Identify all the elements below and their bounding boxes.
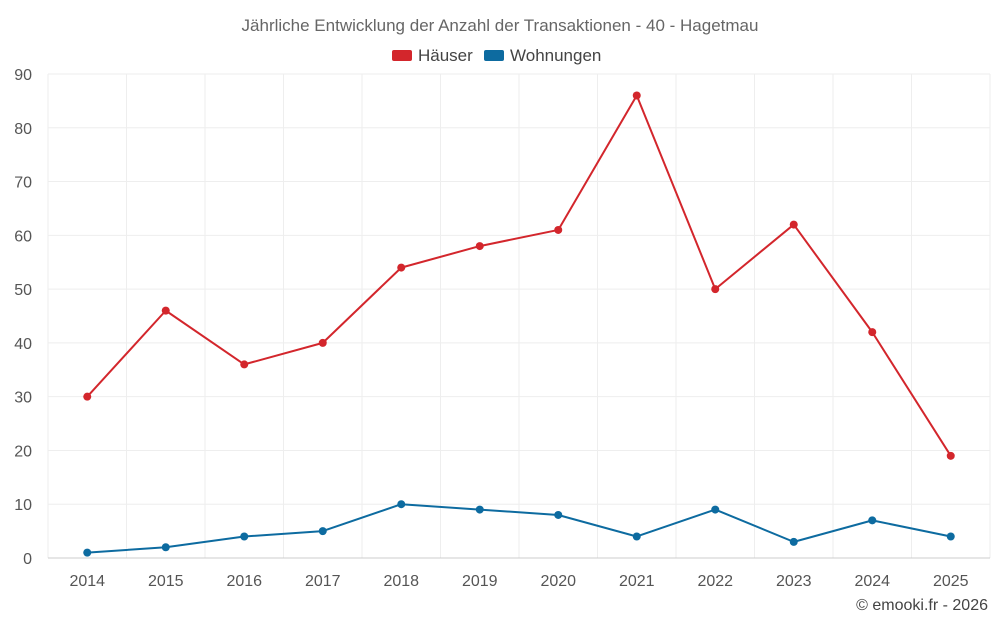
y-tick-label: 40 bbox=[14, 336, 32, 353]
x-tick-label: 2019 bbox=[462, 573, 498, 590]
data-point-wohnungen[interactable] bbox=[789, 537, 798, 546]
data-point-haeuser[interactable] bbox=[868, 328, 877, 337]
data-point-wohnungen[interactable] bbox=[554, 510, 563, 519]
series-lines bbox=[83, 91, 955, 557]
x-tick-label: 2021 bbox=[619, 573, 655, 590]
x-tick-label: 2020 bbox=[540, 573, 576, 590]
data-point-wohnungen[interactable] bbox=[397, 500, 406, 509]
y-axis: 0 10 20 30 40 50 60 70 80 90 bbox=[14, 67, 32, 568]
x-tick-label: 2018 bbox=[383, 573, 419, 590]
data-point-wohnungen[interactable] bbox=[632, 532, 641, 541]
legend-label: Häuser bbox=[418, 46, 473, 65]
data-point-wohnungen[interactable] bbox=[711, 505, 720, 514]
y-tick-label: 90 bbox=[14, 67, 32, 84]
x-tick-label: 2022 bbox=[697, 573, 733, 590]
data-point-haeuser[interactable] bbox=[789, 220, 798, 229]
x-tick-label: 2017 bbox=[305, 573, 341, 590]
series-line-wohnungen bbox=[87, 503, 951, 554]
y-tick-label: 30 bbox=[14, 390, 32, 407]
data-point-haeuser[interactable] bbox=[554, 225, 563, 234]
series-haeuser bbox=[83, 91, 955, 460]
y-tick-label: 50 bbox=[14, 282, 32, 299]
y-tick-label: 70 bbox=[14, 175, 32, 192]
data-point-haeuser[interactable] bbox=[318, 338, 327, 347]
legend-item-wohnungen[interactable]: Wohnungen bbox=[484, 46, 601, 65]
x-axis: 2014 2015 2016 2017 2018 2019 2020 2021 2022 2023… bbox=[48, 557, 990, 590]
y-tick-label: 60 bbox=[14, 228, 32, 245]
x-tick-label: 2023 bbox=[776, 573, 812, 590]
legend: Häuser Wohnungen bbox=[392, 46, 601, 65]
x-tick-label: 2024 bbox=[854, 573, 890, 590]
series-wohnungen bbox=[83, 500, 955, 557]
y-tick-label: 10 bbox=[14, 497, 32, 514]
legend-swatch bbox=[484, 50, 504, 61]
data-point-wohnungen[interactable] bbox=[240, 532, 249, 541]
data-point-haeuser[interactable] bbox=[475, 242, 484, 251]
data-point-haeuser[interactable] bbox=[632, 91, 641, 100]
y-tick-label: 0 bbox=[23, 551, 32, 568]
legend-swatch bbox=[392, 50, 412, 61]
copyright-credit: © emooki.fr - 2026 bbox=[856, 597, 988, 614]
x-tick-label: 2025 bbox=[933, 573, 969, 590]
data-point-wohnungen[interactable] bbox=[161, 543, 170, 552]
data-point-wohnungen[interactable] bbox=[868, 516, 877, 525]
data-point-wohnungen[interactable] bbox=[475, 505, 484, 514]
x-tick-label: 2015 bbox=[148, 573, 184, 590]
gridlines bbox=[47, 73, 991, 559]
data-point-wohnungen[interactable] bbox=[318, 527, 327, 536]
x-tick-label: 2016 bbox=[226, 573, 262, 590]
data-point-haeuser[interactable] bbox=[711, 285, 720, 294]
data-point-haeuser[interactable] bbox=[161, 306, 170, 315]
data-point-haeuser[interactable] bbox=[240, 360, 249, 369]
data-point-haeuser[interactable] bbox=[83, 392, 92, 401]
data-point-haeuser[interactable] bbox=[397, 263, 406, 272]
y-tick-label: 20 bbox=[14, 443, 32, 460]
series-line-haeuser bbox=[86, 94, 952, 457]
x-tick-label: 2014 bbox=[69, 573, 105, 590]
chart-title: Jährliche Entwicklung der Anzahl der Tra… bbox=[242, 16, 759, 35]
y-tick-label: 80 bbox=[14, 121, 32, 138]
data-point-wohnungen[interactable] bbox=[946, 532, 955, 541]
legend-item-haeuser[interactable]: Häuser bbox=[392, 46, 473, 65]
data-point-wohnungen[interactable] bbox=[83, 548, 92, 557]
data-point-haeuser[interactable] bbox=[946, 451, 955, 460]
legend-label: Wohnungen bbox=[510, 46, 601, 65]
